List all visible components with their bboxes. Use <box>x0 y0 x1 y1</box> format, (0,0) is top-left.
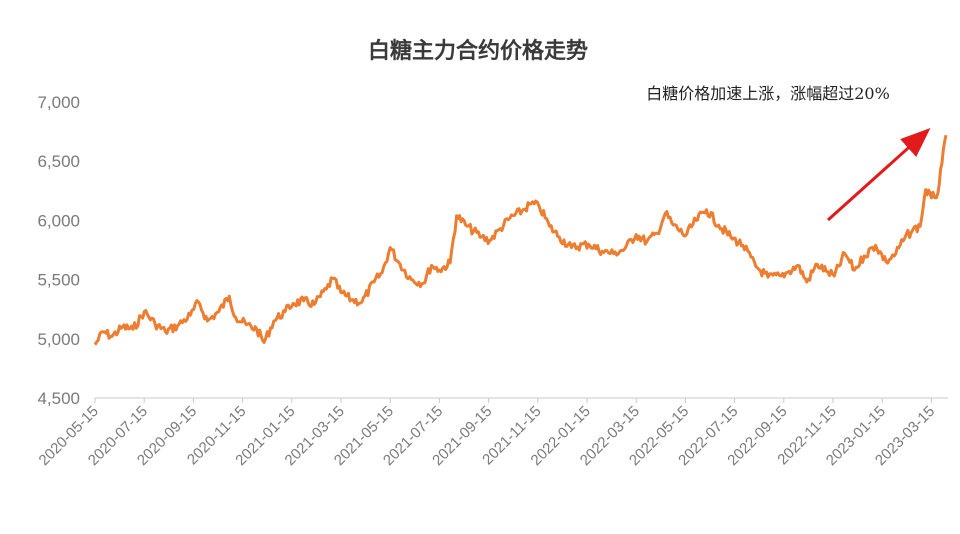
y-tick-label: 7,000 <box>37 93 80 112</box>
series-layer <box>93 134 948 346</box>
y-tick-label: 5,500 <box>37 271 80 290</box>
y-tick-label: 4,500 <box>37 389 80 408</box>
y-tick-label: 6,500 <box>37 152 80 171</box>
chart-annotation: 白糖价格加速上涨，涨幅超过20% <box>646 84 890 103</box>
chart-title: 白糖主力合约价格走势 <box>368 38 588 64</box>
y-axis-ticks: 4,500 5,000 5,500 6,000 6,500 7,000 <box>37 93 80 408</box>
y-tick-label: 5,000 <box>37 330 80 349</box>
y-tick-label: 6,000 <box>37 211 80 230</box>
x-axis-ticks: 2020-05-152020-07-152020-09-152020-11-15… <box>36 398 938 469</box>
trend-arrow <box>826 127 931 222</box>
price-line <box>93 134 948 346</box>
